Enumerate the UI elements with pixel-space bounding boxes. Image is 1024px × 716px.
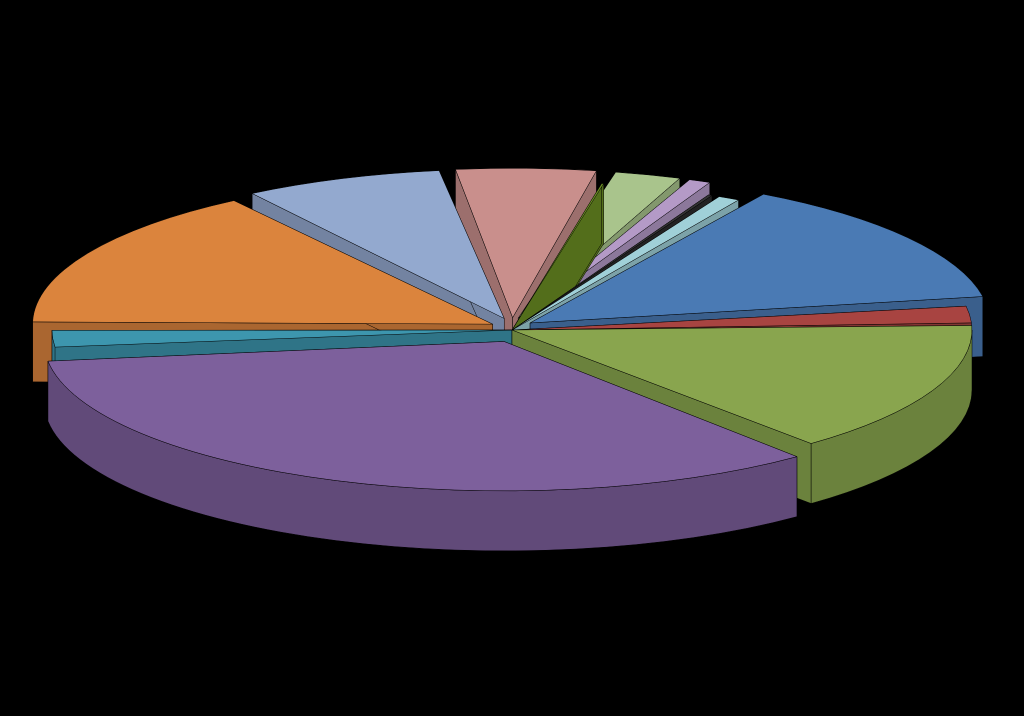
pie-chart-3d bbox=[0, 0, 1024, 716]
